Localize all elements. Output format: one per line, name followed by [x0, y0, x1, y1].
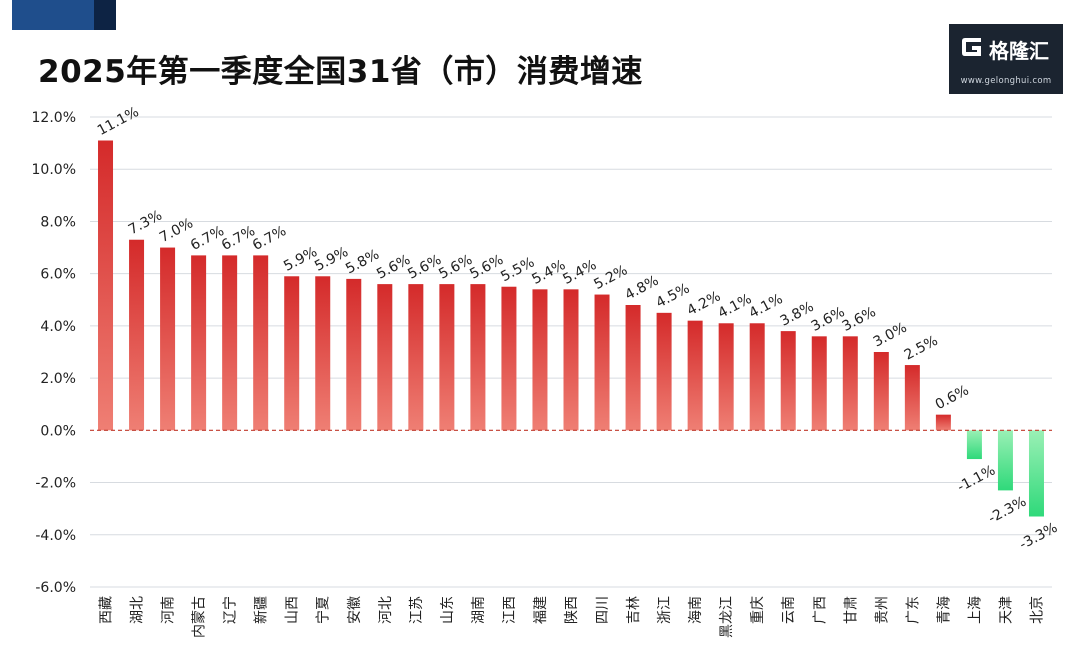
x-tick-label: 河南	[161, 596, 177, 624]
x-tick-label: 江苏	[409, 596, 425, 624]
bar-重庆	[749, 323, 765, 431]
y-tick-label: 0.0%	[40, 423, 76, 439]
bar-福建	[532, 289, 548, 431]
y-tick-label: 10.0%	[32, 162, 76, 178]
gelonghui-logo: 格隆汇 www.gelonghui.com	[949, 24, 1063, 94]
bar-四川	[594, 294, 610, 431]
logo-name: 格隆汇	[989, 39, 1049, 63]
y-tick-label: 4.0%	[40, 319, 76, 335]
bar-辽宁	[222, 255, 238, 431]
x-tick-label: 北京	[1029, 596, 1045, 624]
y-tick-label: 6.0%	[40, 267, 76, 283]
data-label: 11.1%	[95, 104, 142, 139]
y-tick-label: -4.0%	[35, 528, 76, 544]
bar-广东	[904, 365, 920, 431]
bar-安徽	[346, 278, 362, 431]
x-tick-label: 海南	[688, 596, 704, 624]
y-tick-label: 12.0%	[32, 110, 76, 126]
x-tick-label: 重庆	[750, 596, 766, 624]
y-tick-label: 2.0%	[40, 371, 76, 387]
x-tick-label: 陕西	[564, 596, 580, 624]
data-label: 2.5%	[902, 333, 941, 364]
bar-青海	[935, 414, 951, 431]
bar-黑龙江	[718, 323, 734, 431]
corner-accent-dark	[94, 0, 116, 30]
x-tick-label: 四川	[595, 596, 611, 624]
bar-贵州	[873, 352, 889, 431]
bar-湖南	[470, 284, 486, 431]
bar-河北	[377, 284, 393, 431]
x-tick-label: 内蒙古	[192, 596, 208, 638]
bar-山西	[284, 276, 300, 431]
bar-山东	[439, 284, 455, 431]
data-label: 6.7%	[250, 223, 289, 254]
data-label: 5.6%	[467, 252, 506, 283]
data-label: 0.6%	[933, 382, 972, 413]
x-tick-label: 天津	[998, 596, 1014, 624]
data-label: 3.0%	[871, 320, 910, 351]
bar-上海	[966, 430, 982, 460]
x-tick-label: 青海	[936, 596, 952, 624]
bar-内蒙古	[191, 255, 207, 431]
y-tick-label: -2.0%	[35, 476, 76, 492]
x-tick-label: 山东	[440, 596, 456, 624]
x-tick-label: 广西	[812, 596, 828, 624]
bar-吉林	[625, 305, 641, 431]
bar-陕西	[563, 289, 579, 431]
bar-云南	[780, 331, 796, 431]
bar-北京	[1028, 430, 1044, 517]
data-label: 5.5%	[498, 254, 537, 285]
x-tick-label: 辽宁	[222, 596, 239, 624]
x-tick-label: 浙江	[657, 596, 673, 624]
corner-accent	[12, 0, 94, 30]
bar-宁夏	[315, 276, 331, 431]
logo-url: www.gelonghui.com	[960, 76, 1052, 86]
bar-江西	[501, 286, 517, 431]
x-tick-label: 云南	[781, 596, 797, 624]
x-tick-label: 宁夏	[315, 596, 332, 624]
bar-新疆	[253, 255, 269, 431]
x-tick-label: 湖南	[471, 596, 487, 624]
bar-江苏	[408, 284, 424, 431]
bar-天津	[997, 430, 1013, 491]
x-tick-label: 福建	[533, 596, 549, 624]
x-tick-label: 吉林	[626, 596, 642, 624]
x-tick-label: 新疆	[254, 596, 270, 624]
data-label: 3.6%	[840, 304, 879, 335]
x-tick-label: 上海	[967, 596, 983, 624]
y-tick-label: -6.0%	[35, 580, 76, 596]
x-tick-label: 山西	[285, 596, 301, 624]
data-label: -2.3%	[986, 494, 1029, 527]
chart-title: 2025年第一季度全国31省（市）消费增速	[38, 54, 643, 90]
bar-甘肃	[842, 336, 858, 431]
x-tick-label: 湖北	[130, 596, 146, 624]
data-label: -1.1%	[955, 462, 998, 495]
data-label: -3.3%	[1017, 520, 1060, 553]
y-tick-label: 8.0%	[40, 214, 76, 230]
data-label: 5.9%	[312, 244, 351, 275]
bar-海南	[687, 320, 703, 431]
bars	[98, 140, 1044, 517]
x-tick-label: 西藏	[99, 596, 115, 624]
bar-湖北	[129, 239, 145, 431]
bar-广西	[811, 336, 827, 431]
x-tick-label: 河北	[378, 596, 394, 624]
x-axis-labels: 西藏 湖北 河南 内蒙古 辽宁 新疆 山西 宁夏 安徽 河北 江苏 山东 湖南 江西 福建 陕西 四川 吉林 浙江海…	[99, 596, 1046, 638]
y-axis-ticks: -6.0% -4.0% -2.0% 0.0% 2.0% 4.0% 6.0% 8.0% 10.0%…	[32, 110, 76, 596]
x-tick-label: 贵州	[874, 596, 890, 624]
bar-浙江	[656, 312, 672, 431]
bar-河南	[160, 247, 176, 431]
gelonghui-logo-icon	[962, 38, 981, 56]
x-tick-label: 甘肃	[843, 596, 859, 624]
bar-西藏	[98, 140, 114, 431]
x-tick-label: 黑龙江	[719, 596, 735, 638]
x-tick-label: 安徽	[347, 596, 363, 624]
x-tick-label: 江西	[502, 596, 518, 624]
x-tick-label: 广东	[905, 596, 921, 624]
